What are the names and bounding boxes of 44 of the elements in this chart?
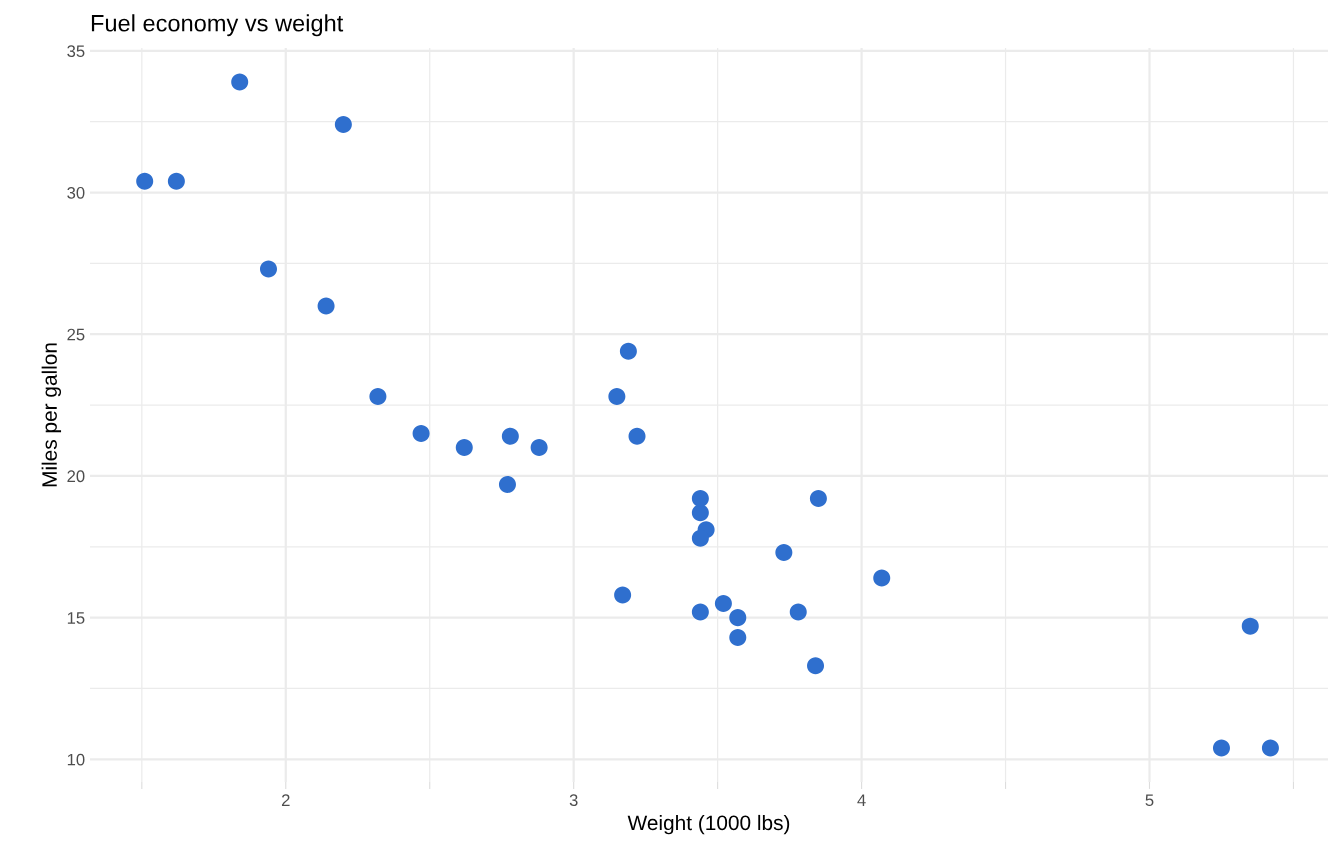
point xyxy=(530,439,548,457)
x-tick-label: 5 xyxy=(1145,794,1154,807)
point xyxy=(775,543,793,561)
point xyxy=(714,594,732,612)
point xyxy=(498,475,516,493)
point xyxy=(807,657,825,675)
point xyxy=(691,490,709,508)
point xyxy=(809,490,827,508)
point xyxy=(136,172,154,190)
y-tick-label: 30 xyxy=(67,186,85,199)
y-tick-label: 20 xyxy=(67,470,85,483)
point xyxy=(614,586,632,604)
x-tick-label: 3 xyxy=(569,794,578,807)
point xyxy=(691,504,709,522)
point xyxy=(455,439,473,457)
point xyxy=(167,172,185,190)
point xyxy=(608,388,626,406)
point xyxy=(789,603,807,621)
point xyxy=(691,529,709,547)
point xyxy=(691,603,709,621)
point xyxy=(1241,617,1259,635)
point xyxy=(501,427,519,445)
y-tick-label: 10 xyxy=(67,753,85,766)
y-tick-label: 15 xyxy=(67,612,85,624)
x-axis-title: Weight (1000 lbs) xyxy=(627,814,790,835)
y-tick-label: 25 xyxy=(67,328,85,341)
point xyxy=(628,427,646,445)
point xyxy=(1261,739,1279,757)
x-tick-label: 2 xyxy=(281,794,290,806)
x-tick-label: 4 xyxy=(857,794,866,806)
point xyxy=(260,260,278,278)
point xyxy=(231,73,249,91)
y-axis-title: Miles per gallon xyxy=(41,343,62,487)
point xyxy=(317,297,335,315)
point xyxy=(1212,739,1230,757)
point xyxy=(412,424,430,442)
chart-title: Fuel economy vs weight xyxy=(91,14,344,37)
point xyxy=(729,609,747,627)
point xyxy=(334,116,352,134)
point xyxy=(873,569,891,587)
point xyxy=(369,388,387,406)
y-tick-label: 35 xyxy=(67,45,85,58)
point xyxy=(729,628,747,646)
point xyxy=(619,342,637,360)
